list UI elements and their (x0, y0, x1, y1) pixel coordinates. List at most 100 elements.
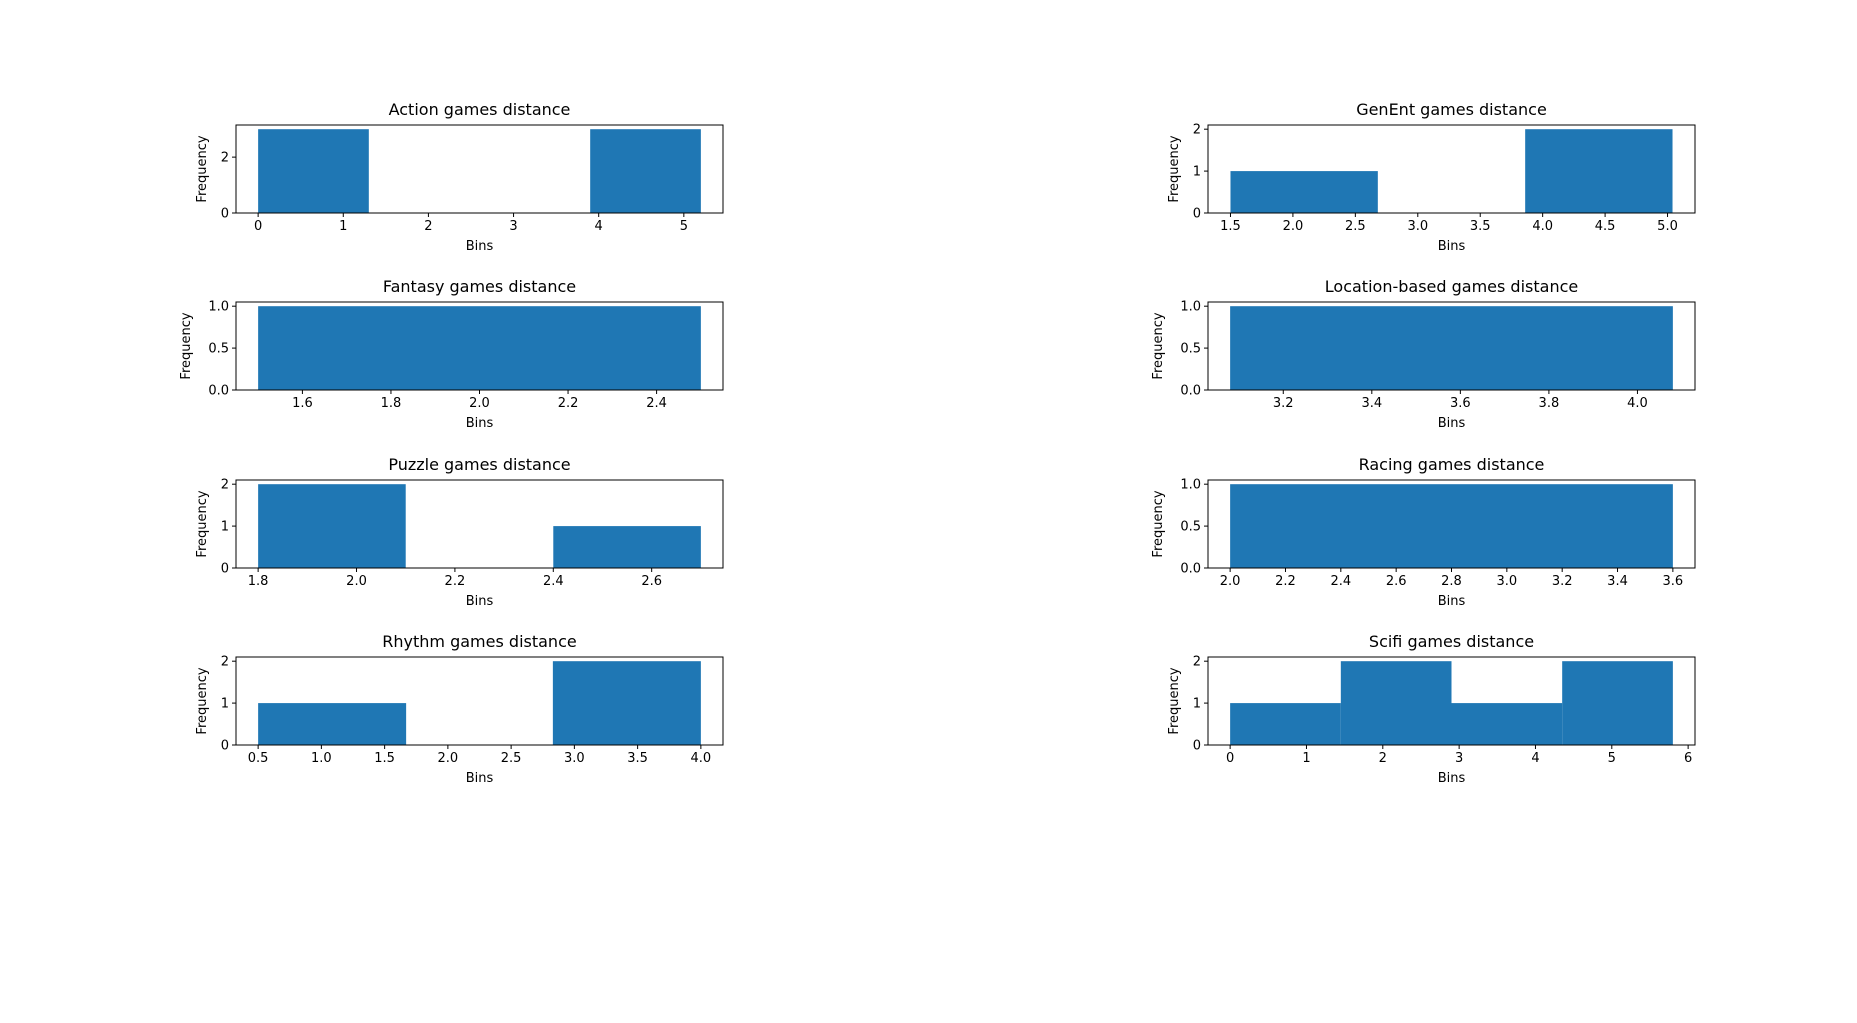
histogram-bar (552, 661, 701, 745)
x-tick-label: 3.6 (1450, 396, 1471, 411)
x-tick-label: 3.2 (1552, 574, 1573, 589)
y-axis-label: Frequency (179, 312, 194, 379)
x-tick-label: 3.5 (627, 751, 648, 766)
y-tick-label: 0.0 (1180, 562, 1201, 577)
y-axis-label: Frequency (195, 667, 210, 734)
y-axis-label: Frequency (1151, 490, 1166, 557)
y-tick-label: 0 (221, 562, 229, 577)
subplot: 1.8 2.0 2.2 2.4 2.6 0 1 2 Puzzle games distance B… (195, 455, 724, 609)
y-tick-label: 2 (221, 151, 229, 166)
subplot: 0 1 2 3 4 5 6 0 1 2 Scifi games distance Bins Freque… (1167, 632, 1696, 786)
x-tick-label: 4.0 (1627, 396, 1648, 411)
x-tick-label: 2.4 (1330, 574, 1351, 589)
axes-frame (1207, 124, 1696, 214)
x-tick-label: 4 (595, 219, 603, 234)
y-tick-label: 1.0 (208, 300, 229, 315)
x-axis-label: Bins (1438, 771, 1466, 786)
x-tick-label: 6 (1684, 751, 1692, 766)
y-tick-label: 0.5 (1180, 520, 1201, 535)
x-tick-label: 1 (1302, 751, 1310, 766)
subplot: 0 1 2 3 4 5 0 2 Action games distance Bins Frequen… (195, 100, 724, 254)
histogram-bar (1340, 661, 1452, 745)
x-tick-label: 3 (1455, 751, 1463, 766)
x-tick-label: 2.0 (469, 396, 490, 411)
x-tick-label: 2.0 (346, 574, 367, 589)
axes-frame (1207, 656, 1696, 746)
subplot-title: Location-based games distance (1325, 277, 1578, 296)
subplot-title: Rhythm games distance (382, 632, 576, 651)
y-tick-label: 1 (1193, 165, 1201, 180)
y-axis-label: Frequency (195, 490, 210, 557)
histogram-bar (258, 306, 701, 390)
y-tick-label: 0 (1193, 739, 1201, 754)
x-tick-label: 2.4 (543, 574, 564, 589)
x-axis-label: Bins (466, 771, 494, 786)
x-tick-label: 5 (1608, 751, 1616, 766)
subplot-title: Fantasy games distance (383, 277, 576, 296)
x-tick-label: 4.0 (1532, 219, 1553, 234)
x-tick-label: 3 (509, 219, 517, 234)
x-tick-label: 4 (1531, 751, 1539, 766)
subplot-title: Puzzle games distance (388, 455, 570, 474)
x-axis-label: Bins (466, 594, 494, 609)
x-tick-label: 2.4 (646, 396, 667, 411)
histogram-bar (258, 703, 407, 745)
y-tick-label: 0.0 (208, 384, 229, 399)
x-tick-label: 4.5 (1595, 219, 1616, 234)
x-tick-label: 3.6 (1663, 574, 1684, 589)
axes-frame (235, 479, 724, 569)
x-tick-label: 2.2 (445, 574, 466, 589)
y-axis-label: Frequency (1167, 667, 1182, 734)
y-tick-label: 0.0 (1180, 384, 1201, 399)
histogram-bar (1230, 703, 1341, 745)
x-tick-label: 3.4 (1607, 574, 1628, 589)
x-tick-label: 2.5 (1345, 219, 1366, 234)
subplot-title: Scifi games distance (1369, 632, 1534, 651)
histogram-bar (590, 129, 701, 213)
x-tick-label: 2.2 (558, 396, 579, 411)
x-tick-label: 1.0 (311, 751, 332, 766)
x-tick-label: 1.8 (248, 574, 269, 589)
y-tick-label: 0.5 (208, 342, 229, 357)
x-axis-label: Bins (1438, 239, 1466, 254)
y-tick-label: 2 (1193, 123, 1201, 138)
histogram-bar (1230, 484, 1673, 568)
axes-frame (1207, 301, 1696, 391)
x-tick-label: 3.8 (1539, 396, 1560, 411)
y-tick-label: 1 (221, 520, 229, 535)
x-tick-label: 2.5 (501, 751, 522, 766)
histogram-bar (1451, 703, 1563, 745)
x-tick-label: 1.5 (1220, 219, 1241, 234)
x-tick-label: 2.0 (1220, 574, 1241, 589)
x-tick-label: 1 (339, 219, 347, 234)
x-tick-label: 0 (1226, 751, 1234, 766)
y-tick-label: 0 (1193, 207, 1201, 222)
y-tick-label: 1 (1193, 697, 1201, 712)
x-tick-label: 3.2 (1273, 396, 1294, 411)
histogram-bar (1230, 171, 1378, 213)
x-axis-label: Bins (1438, 416, 1466, 431)
axes-frame (235, 656, 724, 746)
y-tick-label: 0.5 (1180, 342, 1201, 357)
histogram-bar (1230, 306, 1673, 390)
x-axis-label: Bins (466, 239, 494, 254)
x-tick-label: 3.0 (564, 751, 585, 766)
subplot: 2.0 2.2 2.4 2.6 2.8 3.0 3.2 3.4 3.6 0.0 0.5 1.0 Raci… (1151, 455, 1696, 609)
x-axis-label: Bins (1438, 594, 1466, 609)
x-tick-label: 3.0 (1496, 574, 1517, 589)
y-tick-label: 1.0 (1180, 300, 1201, 315)
y-axis-label: Frequency (1167, 135, 1182, 202)
y-tick-label: 0 (221, 739, 229, 754)
histogram-bar (1525, 129, 1673, 213)
x-tick-label: 0 (254, 219, 262, 234)
subplot-title: GenEnt games distance (1356, 100, 1547, 119)
histogram-bar (1562, 661, 1673, 745)
y-tick-label: 2 (1193, 655, 1201, 670)
histogram-bar (553, 526, 701, 568)
x-tick-label: 0.5 (248, 751, 269, 766)
subplot-title: Racing games distance (1359, 455, 1545, 474)
x-axis-label: Bins (466, 416, 494, 431)
x-tick-label: 2.0 (1283, 219, 1304, 234)
x-tick-label: 2 (424, 219, 432, 234)
